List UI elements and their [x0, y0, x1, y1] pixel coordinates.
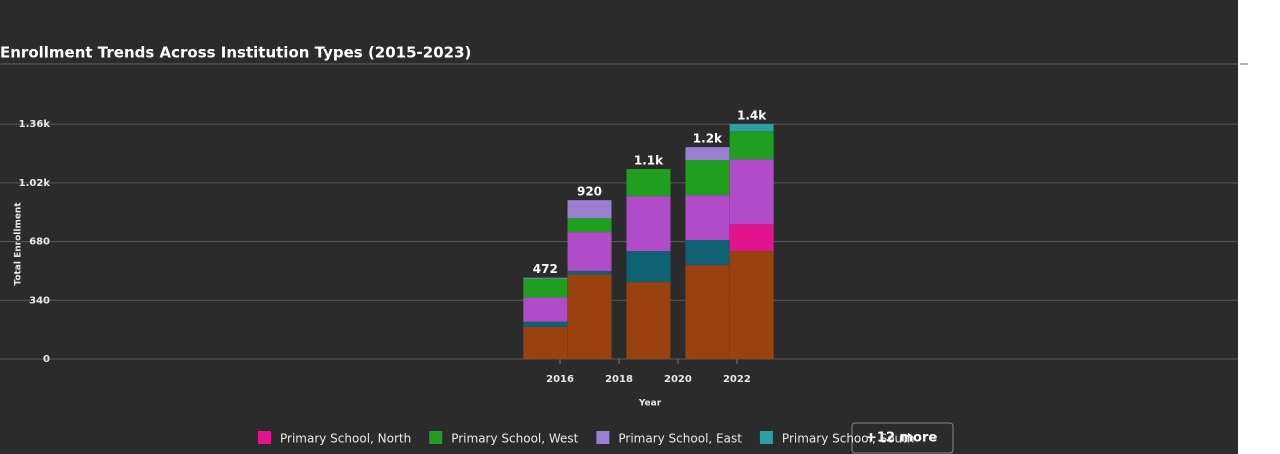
total-label: 1.2k [693, 132, 723, 146]
bar-segment [685, 147, 730, 161]
total-label: 472 [533, 262, 558, 276]
bar-segment [729, 159, 774, 225]
total-label: 920 [577, 185, 602, 199]
chevron[interactable] [930, 435, 938, 440]
x-tick-label: 2018 [605, 374, 633, 385]
bar-segment [729, 124, 774, 132]
bar-segment [685, 265, 730, 359]
total-label: 1.4k [737, 109, 767, 123]
x-tick-label: 2016 [546, 374, 574, 385]
bar-segment [523, 278, 568, 298]
legend-more-button[interactable] [851, 422, 954, 454]
bar-segment [626, 196, 671, 252]
legend-swatch [596, 431, 610, 444]
bar-segment [523, 326, 568, 359]
bar-segment [567, 218, 612, 233]
bar-segment [729, 251, 774, 359]
bar-segment [567, 200, 612, 219]
y-axis-title: Total Enrollment [14, 202, 24, 286]
legend-label: Primary School, East [618, 432, 742, 446]
x-axis-title: Year [638, 399, 662, 409]
panel [0, 0, 1238, 454]
y-tick-label: 340 [29, 295, 50, 306]
legend-label: Primary School, North [280, 432, 411, 446]
bar-segment [567, 270, 612, 275]
legend-swatch [258, 431, 271, 444]
x-tick-label: 2020 [664, 374, 692, 385]
bar-segment [626, 282, 671, 359]
y-tick-label: 1.36k [19, 119, 51, 130]
total-label: 1.1k [634, 154, 664, 168]
bar-segment [523, 277, 568, 279]
legend-more[interactable]: +12 more [866, 431, 937, 446]
bar-segment [626, 169, 671, 197]
bar-segment [626, 251, 671, 283]
bar-segment [729, 224, 774, 252]
bar-segment [685, 160, 730, 196]
bar-segment [523, 321, 568, 327]
bar-segment [567, 274, 612, 359]
y-tick-label: 1.02k [19, 178, 51, 189]
legend-swatch [429, 431, 443, 444]
bar-segment [523, 297, 568, 322]
bar-segment [729, 131, 774, 160]
y-tick-label: 680 [29, 237, 50, 248]
bar-segment [685, 195, 730, 241]
y-tick-label: 0 [43, 354, 50, 365]
chart-title: Enrollment Trends Across Institution Typ… [0, 44, 471, 62]
legend-label: Primary School, West [451, 432, 578, 446]
legend-label: Primary School, South [782, 432, 915, 446]
x-tick-label: 2022 [723, 374, 751, 385]
bar-segment [685, 240, 730, 266]
bar-segment [567, 232, 612, 271]
legend-swatch [759, 431, 773, 444]
